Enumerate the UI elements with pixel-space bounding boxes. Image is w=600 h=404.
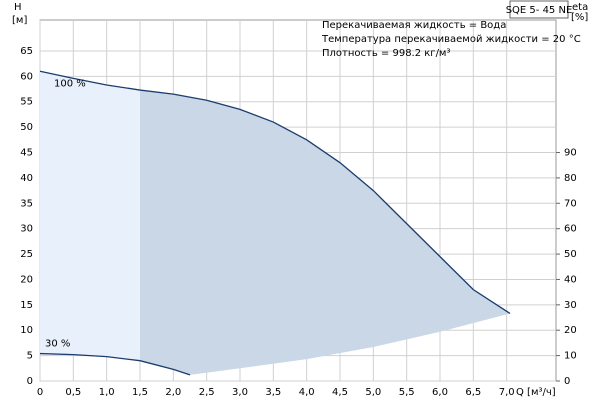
y-tick-label: 65 — [20, 46, 33, 57]
x-tick-label: 1,0 — [99, 387, 115, 398]
operating-area-low — [40, 71, 140, 361]
x-tick-label: 4,5 — [332, 387, 348, 398]
series-label: 100 % — [54, 78, 86, 89]
y-tick-label: 55 — [20, 97, 33, 108]
curve — [39, 352, 191, 376]
x-tick-label: 3,5 — [265, 387, 281, 398]
x-tick-label: 0,5 — [65, 387, 81, 398]
y-tick-label: 45 — [20, 148, 33, 159]
y2-tick-label: 90 — [564, 148, 577, 159]
x-tick-label: 4,0 — [299, 387, 315, 398]
annotation: Перекачиваемая жидкость = Вода — [322, 20, 506, 31]
x-tick-label: 1,5 — [132, 387, 148, 398]
x-tick-label: 3,0 — [232, 387, 248, 398]
y2-tick-label: 70 — [564, 198, 577, 209]
y-tick-label: 50 — [20, 122, 33, 133]
x-tick-label: 7,0 — [499, 387, 515, 398]
series-label: 30 % — [45, 339, 70, 350]
annotation: Плотность = 998.2 кг/м³ — [322, 48, 451, 59]
title-box — [509, 0, 569, 19]
x-tick-label: 6,0 — [432, 387, 448, 398]
y-tick-label: 20 — [20, 274, 33, 285]
y-tick-label: 35 — [20, 198, 33, 209]
x-tick-label: 6,5 — [465, 387, 481, 398]
x-tick-label: 2,5 — [199, 387, 215, 398]
x-tick-label: 2,0 — [165, 387, 181, 398]
y2-tick-label: 30 — [564, 300, 577, 311]
x-label: Q [м³/ч] — [516, 387, 556, 398]
y-tick-label: 10 — [20, 325, 33, 336]
x-tick-label: 5,0 — [365, 387, 381, 398]
y2-tick-label: 40 — [564, 274, 577, 285]
y2-tick-label: 10 — [564, 351, 577, 362]
y2-tick-label: 20 — [564, 325, 577, 336]
y2-tick-label: 0 — [564, 376, 570, 387]
y-tick-label: 60 — [20, 71, 33, 82]
y2-tick-label: 60 — [564, 224, 577, 235]
y-tick-label: 0 — [27, 376, 33, 387]
chart-title: SQE 5- 45 NE — [506, 5, 573, 16]
y-tick-label: 25 — [20, 249, 33, 260]
y-tick-label: 40 — [20, 173, 33, 184]
y-tick-label: 15 — [20, 300, 33, 311]
y-label: [м] — [12, 15, 27, 26]
x-tick-label: 0 — [37, 387, 43, 398]
operating-area — [40, 71, 510, 375]
y2-label: eta — [572, 2, 588, 13]
y2-tick-label: 50 — [564, 249, 577, 260]
y-tick-label: 5 — [27, 351, 33, 362]
y2-tick-label: 80 — [564, 173, 577, 184]
curve — [39, 70, 511, 315]
annotation: Температура перекачиваемой жидкости = 20… — [321, 34, 581, 45]
y-tick-label: 30 — [20, 224, 33, 235]
y-label: H — [14, 2, 22, 13]
y2-label: [%] — [571, 12, 588, 23]
x-tick-label: 5,5 — [399, 387, 415, 398]
